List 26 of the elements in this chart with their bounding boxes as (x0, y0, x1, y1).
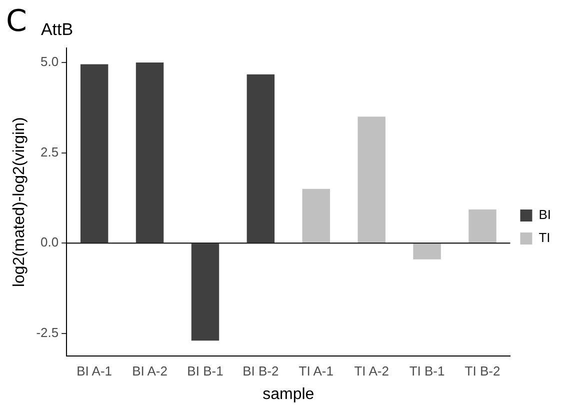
legend-label: BI (538, 207, 552, 222)
bar (468, 210, 496, 243)
bar (302, 188, 330, 243)
bar (80, 64, 108, 243)
bar (136, 62, 164, 243)
x-tick-label: TI A-2 (354, 364, 389, 379)
x-tick-label: TI A-1 (298, 364, 334, 379)
text: C (6, 4, 27, 39)
y-tick-label: 0.0 (40, 234, 59, 250)
y-tick-label: 5.0 (40, 54, 59, 70)
x-axis-title: sample (262, 386, 314, 403)
bar (358, 116, 386, 243)
x-tick-label: BI B-1 (187, 364, 224, 379)
y-tick-label: -2.5 (36, 325, 59, 340)
bar (191, 244, 220, 341)
bar (246, 74, 275, 243)
x-tick-label: TI B-2 (464, 364, 500, 379)
bar (413, 244, 441, 260)
y-axis-title: log2(mated)-log2(virgin) (11, 117, 28, 288)
x-tick-label: BI A-2 (132, 364, 168, 379)
x-tick-label: TI B-1 (409, 364, 445, 379)
y-tick-label: 2.5 (40, 144, 59, 160)
legend-label: TI (538, 230, 550, 246)
x-tick-label: BI A-1 (76, 364, 112, 379)
x-tick-label: BI B-2 (242, 364, 279, 379)
chart-title: AttB (40, 20, 74, 39)
